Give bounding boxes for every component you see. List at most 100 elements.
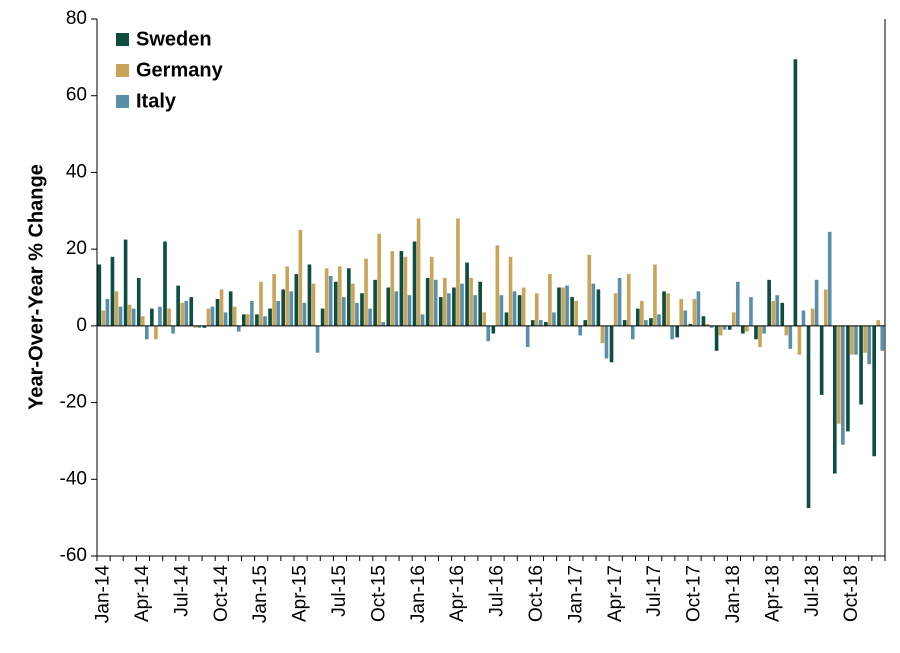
bar-sweden <box>872 325 877 457</box>
bar-sweden <box>688 323 693 326</box>
bar-sweden <box>465 262 469 326</box>
bar-sweden <box>97 264 102 326</box>
bar-germany <box>140 316 145 326</box>
x-tick-label: Oct-14 <box>211 565 232 622</box>
bar-germany <box>587 254 592 326</box>
bar-italy <box>696 291 701 326</box>
bar-sweden <box>701 316 706 326</box>
bar-sweden <box>846 325 850 432</box>
bar-germany <box>219 289 224 326</box>
bar-germany <box>114 291 119 326</box>
bar-sweden <box>504 312 509 326</box>
x-tick-label: Jan-16 <box>408 565 429 623</box>
bar-sweden <box>136 277 141 326</box>
x-tick-label: Oct-18 <box>841 565 862 622</box>
x-tick-label: Apr-17 <box>605 565 626 622</box>
bar-germany <box>456 218 460 326</box>
bar-sweden <box>399 251 404 326</box>
bar-sweden <box>780 302 785 326</box>
bar-italy <box>302 302 307 326</box>
legend-swatch-italy <box>116 95 129 108</box>
x-tick-label: Jan-15 <box>250 565 271 623</box>
bar-germany <box>810 308 815 326</box>
bar-italy <box>223 312 228 326</box>
bar-germany <box>167 308 171 326</box>
bar-germany <box>324 268 329 326</box>
bar-italy <box>722 325 727 330</box>
bar-italy <box>420 314 425 326</box>
bar-sweden <box>714 325 719 351</box>
bar-germany <box>377 233 381 326</box>
bar-sweden <box>662 291 666 326</box>
bar-germany <box>429 256 434 326</box>
bar-sweden <box>281 289 286 326</box>
bar-sweden <box>596 289 601 326</box>
bar-germany <box>272 274 276 326</box>
bar-sweden <box>110 256 115 326</box>
bar-germany <box>337 266 342 326</box>
x-tick-label: Jul-16 <box>487 565 508 617</box>
x-tick-label: Oct-17 <box>684 565 705 622</box>
bar-germany <box>600 325 605 344</box>
y-tick-label: 60 <box>66 85 87 106</box>
bar-italy <box>880 325 885 351</box>
bar-italy <box>328 275 333 326</box>
legend-swatch-sweden <box>116 33 129 46</box>
bar-sweden <box>675 325 680 338</box>
bar-germany <box>653 264 657 326</box>
bar-italy <box>565 285 569 326</box>
bar-sweden <box>150 308 154 326</box>
bar-italy <box>762 325 766 334</box>
x-tick-label: Jul-18 <box>802 565 823 617</box>
x-tick-label: Oct-15 <box>368 565 389 622</box>
bar-sweden <box>320 308 325 326</box>
bar-sweden <box>570 297 574 326</box>
bar-italy <box>210 306 215 326</box>
bar-sweden <box>202 325 207 328</box>
bar-italy <box>499 295 504 326</box>
bar-sweden <box>806 325 811 509</box>
bar-italy <box>407 295 412 326</box>
bar-germany <box>469 277 473 326</box>
bar-sweden <box>859 325 863 405</box>
bar-germany <box>784 325 789 336</box>
y-tick-label: 80 <box>66 8 87 29</box>
bar-germany <box>626 274 631 326</box>
bar-italy <box>197 325 202 328</box>
y-tick-label: 20 <box>66 238 87 259</box>
bar-italy <box>131 308 136 326</box>
bar-germany <box>863 325 867 353</box>
bar-sweden <box>741 325 745 334</box>
bar-sweden <box>452 287 456 326</box>
bar-sweden <box>544 322 548 326</box>
bar-germany <box>180 302 184 326</box>
bar-germany <box>259 281 263 326</box>
bar-italy <box>578 325 583 336</box>
bar-germany <box>443 277 447 326</box>
bar-germany <box>850 325 854 355</box>
bar-italy <box>512 291 517 326</box>
bar-italy <box>460 283 464 326</box>
bar-italy <box>236 325 241 332</box>
bar-sweden <box>649 318 653 326</box>
bar-sweden <box>438 297 443 326</box>
bar-sweden <box>268 308 272 326</box>
x-tick-label: Jul-15 <box>329 565 350 617</box>
legend-label-sweden: Sweden <box>136 28 212 50</box>
bar-italy <box>801 310 806 326</box>
bar-sweden <box>491 325 496 334</box>
bar-italy <box>827 231 832 326</box>
bar-germany <box>731 312 736 326</box>
bar-italy <box>867 325 871 365</box>
bar-germany <box>666 293 670 326</box>
bar-italy <box>368 308 372 326</box>
y-tick-label: 40 <box>66 161 87 182</box>
bar-sweden <box>189 297 194 326</box>
bar-sweden <box>478 281 483 326</box>
bar-germany <box>364 258 368 326</box>
bar-italy <box>171 325 175 334</box>
y-tick-label: -60 <box>60 545 87 566</box>
bar-sweden <box>609 325 614 363</box>
bar-sweden <box>373 279 377 326</box>
